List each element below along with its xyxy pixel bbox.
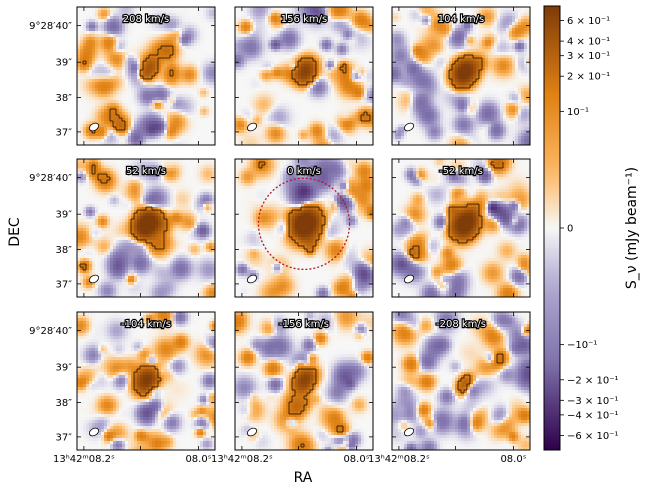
colorbar-label: S_ν (mJy beam⁻¹) [624,167,640,289]
y-tick-label: 9°28′40″ [29,326,72,337]
beam-ellipse [246,122,258,132]
x-tick-label: 08.0ˢ [185,454,211,465]
x-tick-label: 13ʰ42ᵐ08.2ˢ [211,454,273,465]
y-axis-title: DEC [7,217,23,247]
channel-panel: -156 km/s [234,311,374,451]
beam-ellipse [88,122,100,132]
y-tick-label: 38″ [56,93,73,104]
panel-frame [76,6,216,146]
channel-panel: 0 km/s [234,158,374,298]
flux-image [77,159,215,297]
y-tick-label: 9°28′40″ [29,173,72,184]
colorbar-tick-label: −10⁻¹ [567,340,597,351]
beam-ellipse [88,274,100,284]
colorbar-tick-label: 6 × 10⁻¹ [567,16,610,27]
channel-panel: 104 km/s [391,6,531,146]
flux-image [77,312,215,450]
velocity-label: 52 km/s [126,166,166,177]
panel-frame [234,6,374,146]
velocity-label: -208 km/s [436,319,486,330]
colorbar-tick-label: −6 × 10⁻¹ [567,431,619,442]
flux-image [235,7,373,145]
panel-frame [234,311,374,451]
velocity-label: -104 km/s [121,319,171,330]
colorbar-tick-label: 10⁻¹ [567,107,589,118]
colorbar-tick-label: 4 × 10⁻¹ [567,37,610,48]
panel-frame [76,311,216,451]
panel-frame [391,158,531,298]
channel-panel: -52 km/s [391,158,531,298]
velocity-label: 156 km/s [281,14,327,25]
beam-ellipse [403,122,415,132]
velocity-label: 0 km/s [287,166,321,177]
x-tick-label: 13ʰ42ᵐ08.2ˢ [53,454,115,465]
x-tick-label: 08.0ˢ [343,454,369,465]
flux-image [77,7,215,145]
beam-ellipse [403,274,415,284]
velocity-label: -52 km/s [439,166,483,177]
channel-panel: 52 km/s [76,158,216,298]
channel-panel: 156 km/s [234,6,374,146]
beam-ellipse [403,427,415,437]
y-tick-label: 39″ [56,363,73,374]
colorbar-gradient [543,5,561,451]
channel-panel: -208 km/s [391,311,531,451]
x-tick-label: 08.0ˢ [500,454,526,465]
flux-image [235,159,373,297]
beam-ellipse [88,427,100,437]
y-tick-label: 37″ [56,432,73,443]
panel-frame [76,158,216,298]
flux-image [392,7,530,145]
y-tick-label: 38″ [56,245,73,256]
colorbar: 6 × 10⁻¹ 4 × 10⁻¹ 3 × 10⁻¹ 2 × 10⁻¹ 10⁻¹ 0 −10… [543,5,619,451]
colorbar-tick-label: −3 × 10⁻¹ [567,396,619,407]
y-tick-labels: 9°28′40″ 39″ 38″ 37″ 9°28′40″ 39″ 38″ 37″ 9°28′4… [29,21,72,443]
flux-image [392,159,530,297]
panel-frame [234,158,374,298]
x-axis-title: RA [294,470,313,486]
aperture-circle [257,177,351,271]
beam-ellipse [246,274,258,284]
y-tick-label: 37″ [56,127,73,138]
y-tick-label: 9°28′40″ [29,21,72,32]
velocity-label: 208 km/s [123,14,169,25]
x-tick-labels: 13ʰ42ᵐ08.2ˢ 08.0ˢ 13ʰ42ᵐ08.2ˢ 08.0ˢ13ʰ42ᵐ08… [53,454,527,465]
velocity-label: -156 km/s [279,319,329,330]
velocity-label: 104 km/s [438,14,484,25]
x-tick-label: 13ʰ42ᵐ08.2ˢ [368,454,430,465]
panel-grid: 208 km/s 156 km/s 104 km/s 52 km/s 0 km/s -52… [76,6,531,451]
y-tick-label: 39″ [56,210,73,221]
channel-panel: -104 km/s [76,311,216,451]
colorbar-tick-label: 2 × 10⁻¹ [567,72,610,83]
y-tick-label: 38″ [56,398,73,409]
colorbar-tick-label: 3 × 10⁻¹ [567,51,610,62]
colorbar-tick-label: −4 × 10⁻¹ [567,410,619,421]
beam-ellipse [246,427,258,437]
y-tick-label: 39″ [56,58,73,69]
flux-image [392,312,530,450]
panel-frame [391,311,531,451]
colorbar-tick-label: 0 [567,224,573,235]
channel-panel: 208 km/s [76,6,216,146]
colorbar-tick-label: −2 × 10⁻¹ [567,375,619,386]
panel-frame [391,6,531,146]
y-tick-label: 37″ [56,279,73,290]
